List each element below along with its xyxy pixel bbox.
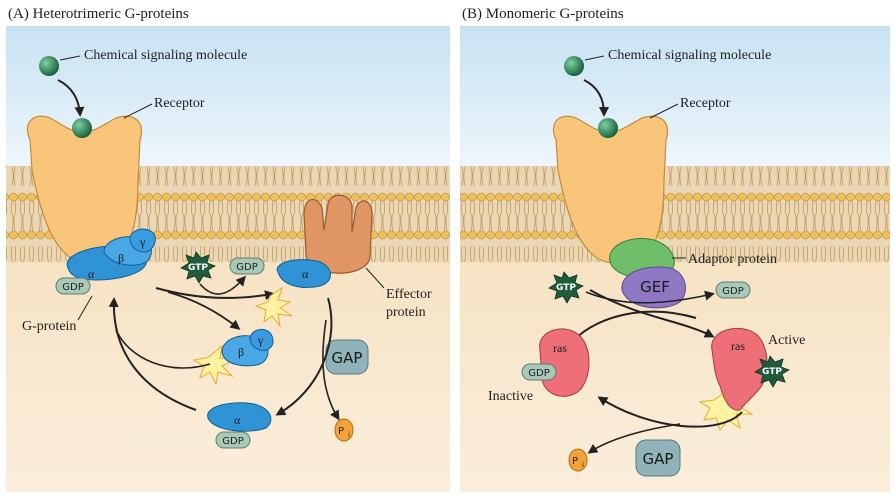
ras-gdp-label: GDP — [528, 368, 549, 379]
b-membrane-inner-leaflet — [460, 214, 890, 262]
inactive-g-alpha — [207, 402, 272, 432]
activation-flash — [254, 286, 293, 328]
effector-leader-line — [365, 267, 385, 289]
gdp-release-arrow — [199, 275, 246, 295]
signal-molecule — [39, 56, 59, 76]
gprotein-label: G-protein — [22, 319, 76, 334]
activation-arrow — [155, 287, 275, 301]
active-alpha-label: α — [302, 267, 309, 281]
b-released-gdp-label: GDP — [722, 286, 743, 297]
inactive-alpha-label: α — [234, 413, 241, 427]
b-receptor-leader-line — [649, 103, 679, 119]
released-gdp-label: GDP — [236, 262, 257, 273]
pi-subscript: i — [348, 431, 350, 439]
gprotein-leader-line — [77, 295, 93, 321]
cytoplasm — [6, 262, 450, 492]
binding-arrow — [57, 79, 85, 117]
g-gamma-subunit — [129, 228, 156, 253]
b-gtp-label: GTP — [556, 283, 576, 293]
inactive-gdp-pill — [215, 431, 251, 449]
free-gamma-subunit — [249, 329, 274, 351]
gdp-label: GDP — [62, 282, 83, 293]
gtp-star — [180, 251, 216, 284]
pi-label: P — [338, 426, 344, 437]
b-gtp-star — [548, 271, 584, 304]
gdp-pill — [55, 277, 91, 295]
b-binding-arrow — [583, 79, 609, 117]
active-label: Active — [768, 333, 805, 348]
alpha-label: α — [88, 267, 95, 281]
active-g-alpha — [276, 259, 331, 288]
gamma-label: γ — [139, 235, 146, 249]
inactive-ras-label: ras — [553, 341, 567, 355]
b-gap-label: GAP — [643, 450, 674, 468]
adaptor-label: Adaptor protein — [688, 252, 777, 267]
ras-gdp-pill — [521, 363, 557, 381]
beta-label: β — [118, 251, 124, 265]
inactive-gdp-label: GDP — [222, 436, 243, 447]
panel-b-title: (B) Monomeric G-proteins — [462, 6, 624, 22]
b-signal-molecule — [564, 56, 584, 76]
b-pi-subscript: i — [582, 461, 584, 469]
dissociation-arrow — [167, 291, 241, 330]
free-beta-label: β — [238, 345, 244, 359]
panel-a: (A) Heterotrimeric G-proteins Chemical s… — [6, 6, 450, 492]
receptor-label: Receptor — [154, 96, 205, 111]
signal-label: Chemical signaling molecule — [84, 48, 247, 63]
receptor — [26, 115, 143, 265]
b-signal-leader-line — [584, 55, 605, 61]
ras-gtp-star — [754, 355, 790, 388]
reassociation-arrow — [108, 297, 197, 411]
gef-label: GEF — [640, 278, 670, 296]
active-ras-label: ras — [731, 339, 745, 353]
effector-label-2: protein — [386, 305, 426, 320]
b-extracellular-space — [460, 26, 890, 166]
inactive-label: Inactive — [488, 389, 533, 404]
receptor-leader-line — [123, 103, 153, 119]
b-released-gdp-pill — [715, 281, 751, 299]
b-gap-protein — [635, 439, 681, 477]
released-gdp-pill — [229, 257, 265, 275]
inactive-ras — [539, 328, 590, 397]
free-gamma-label: γ — [257, 333, 264, 347]
b-receptor — [552, 115, 669, 265]
b-pi-release-arrow — [587, 423, 681, 454]
b-hydrolysis-arrow — [597, 396, 743, 428]
b-pi-label: P — [572, 456, 578, 467]
ras-gtp-label: GTP — [762, 367, 782, 377]
b-bound-signal-molecule — [598, 118, 618, 138]
bg-flash — [192, 344, 236, 386]
b-signal-label: Chemical signaling molecule — [608, 48, 771, 63]
panel-b: (B) Monomeric G-proteins Chemical signal… — [460, 6, 890, 492]
phosphate — [334, 418, 354, 442]
b-membrane-outer-leaflet — [460, 166, 890, 214]
active-ras — [711, 327, 768, 411]
gef-protein — [621, 266, 686, 309]
pi-release-arrow — [322, 319, 340, 421]
signal-leader-line — [59, 55, 81, 61]
b-activation-arrow — [573, 310, 697, 341]
effector-label-1: Effector — [386, 287, 432, 302]
bound-signal-molecule — [72, 118, 92, 138]
gap-label: GAP — [332, 349, 363, 367]
bg-return-arrow — [115, 329, 211, 369]
panel-a-title: (A) Heterotrimeric G-proteins — [8, 6, 189, 22]
gtp-label: GTP — [188, 263, 208, 273]
b-gtp-exchange-arrow — [589, 289, 715, 338]
b-receptor-label: Receptor — [680, 96, 731, 111]
b-phosphate — [568, 448, 588, 472]
b-gdp-release-arrow — [585, 290, 715, 304]
